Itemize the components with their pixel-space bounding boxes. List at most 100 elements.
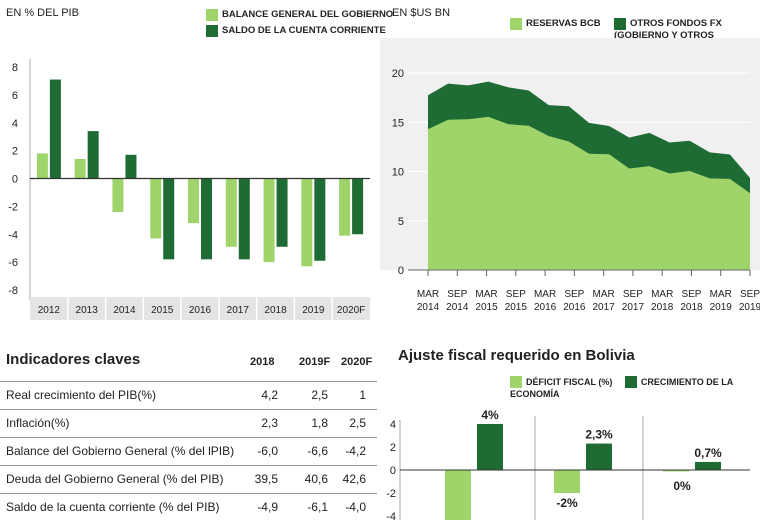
table-cell: -6,0	[257, 444, 278, 458]
area-series-bcb	[428, 116, 750, 271]
y-tick-label: 2	[390, 442, 396, 454]
x-tick-label-month: SEP	[623, 289, 643, 300]
legend-swatch-dark	[614, 18, 626, 30]
table-row: Inflación(%) 2,3 1,8 2,5	[0, 409, 377, 436]
y-tick-label: -4	[386, 511, 396, 520]
y-tick-label: 5	[398, 216, 404, 228]
bar	[150, 178, 162, 239]
x-tick-label-year: 2018	[680, 302, 703, 313]
balance-bar-chart: 8 6 4 2 0 -2 -4 -6 -8 2012 2013 2014 2015 2016 2017 201…	[8, 59, 370, 320]
legend-label: BALANCE GENERAL DEL GOBIERNO	[222, 9, 394, 20]
fiscal-legend: DÉFICIT FISCAL (%) CRECIMIENTO DE LA ECO…	[510, 376, 760, 400]
bar	[87, 131, 99, 179]
y-tick-label: 0	[398, 265, 404, 277]
bar	[352, 178, 364, 235]
x-tick-label: 2019	[302, 305, 325, 316]
x-tick-label-month: MAR	[651, 289, 673, 300]
balance-unit-label: EN % DEL PIB	[6, 7, 79, 19]
x-tick-label-month: MAR	[475, 289, 497, 300]
bar-growth	[586, 443, 612, 470]
bar	[36, 153, 48, 179]
table-cell: 2,3	[261, 416, 278, 430]
growth-data-label: 2,3%	[585, 428, 613, 442]
x-tick-label-month: MAR	[593, 289, 615, 300]
x-tick-label: 2018	[264, 305, 287, 316]
bar	[339, 178, 351, 236]
x-tick-label-year: 2016	[563, 302, 586, 313]
table-cell: 42,6	[342, 472, 366, 486]
table-cell: 40,6	[304, 472, 328, 486]
table-cell: 39,5	[254, 472, 278, 486]
x-tick-label: 2016	[189, 305, 212, 316]
legend-swatch-light	[206, 9, 218, 21]
y-tick-label: 20	[392, 68, 404, 80]
bar	[49, 79, 61, 179]
bar	[301, 178, 313, 267]
table-col-2019f: 2019F	[299, 356, 331, 368]
x-tick-label-year: 2019	[710, 302, 733, 313]
x-tick-label: 2012	[38, 305, 61, 316]
table-row-label: Saldo de la cuenta corriente (% del PIB)	[6, 500, 220, 514]
x-axis-band	[30, 297, 370, 320]
x-tick-label-year: 2019	[739, 302, 760, 313]
bar-deficit	[554, 470, 580, 493]
bar-growth	[695, 461, 721, 470]
legend-label: DÉFICIT FISCAL (%)	[526, 377, 613, 387]
legend-swatch-dark	[624, 376, 637, 388]
table-col-2018: 2018	[250, 356, 275, 368]
legend-label: CRECIMIENTO DE LA ECONOMÍA	[510, 377, 733, 399]
fiscal-chart-title: Ajuste fiscal requerido en Bolivia	[398, 347, 635, 364]
bar-deficit	[445, 470, 471, 520]
y-tick-label: 4	[390, 419, 396, 431]
y-tick-label: 6	[12, 90, 18, 102]
table-cell: -6,1	[307, 500, 328, 514]
deficit-data-label: 0%	[673, 479, 691, 493]
legend-swatch-light	[510, 18, 522, 30]
bar-deficit	[663, 470, 689, 472]
y-tick-label: 2	[12, 146, 18, 158]
legend-swatch-light	[510, 376, 522, 388]
bar	[163, 178, 175, 260]
y-tick-label: 8	[12, 62, 18, 74]
reserves-legend: RESERVAS BCB	[510, 18, 601, 30]
table-cell: 1,8	[311, 416, 328, 430]
y-tick-label: -6	[8, 257, 18, 269]
legend-item-current-account: SALDO DE LA CUENTA CORRIENTE	[206, 25, 393, 37]
table-cell: 2,5	[349, 416, 366, 430]
balance-legend: BALANCE GENERAL DEL GOBIERNO SALDO DE LA…	[206, 9, 393, 37]
x-tick-label-year: 2014	[417, 302, 440, 313]
table-title: Indicadores claves	[6, 351, 141, 368]
fiscal-bar-chart: 4 2 0 -2 -4 4% 2,3% -2% 0,7% 0%	[386, 408, 750, 520]
table-row: Real crecimiento del PIB(%) 4,2 2,5 1	[0, 381, 377, 408]
table-cell: -6,6	[307, 444, 328, 458]
y-tick-label: 10	[392, 167, 404, 179]
x-tick-label: 2020F	[337, 305, 365, 316]
table-row: Deuda del Gobierno General (% del PIB) 39…	[0, 465, 377, 492]
x-tick-label-month: SEP	[447, 289, 467, 300]
x-tick-label-month: SEP	[506, 289, 526, 300]
x-tick-label-year: 2014	[446, 302, 469, 313]
y-tick-label: -2	[386, 488, 396, 500]
y-tick-label: 0	[390, 465, 396, 477]
x-tick-label-month: SEP	[564, 289, 584, 300]
bar	[201, 178, 212, 260]
x-tick-label-month: MAR	[534, 289, 556, 300]
y-tick-label: 15	[392, 117, 404, 129]
reserves-area-chart: 20151050MAR2014SEP2014MAR2015SEP2015MAR2…	[380, 38, 760, 313]
x-tick-label-month: MAR	[417, 289, 439, 300]
legend-label: RESERVAS BCB	[526, 18, 601, 29]
legend-swatch-dark	[206, 25, 218, 37]
y-tick-label: -4	[8, 229, 18, 241]
bar	[314, 178, 326, 261]
table-row-label: Inflación(%)	[6, 416, 70, 430]
table-row-label: Balance del Gobierno General (% del lPIB…	[6, 444, 235, 458]
deficit-data-label: -2%	[556, 496, 578, 510]
x-tick-label-year: 2015	[475, 302, 498, 313]
table-row-label: Real crecimiento del PIB(%)	[6, 388, 157, 402]
table-cell: -4,2	[345, 444, 366, 458]
x-tick-label: 2017	[227, 305, 250, 316]
x-tick-label-year: 2017	[593, 302, 616, 313]
y-tick-label: -8	[8, 285, 18, 297]
growth-data-label: 4%	[481, 408, 499, 422]
bar	[263, 178, 275, 263]
